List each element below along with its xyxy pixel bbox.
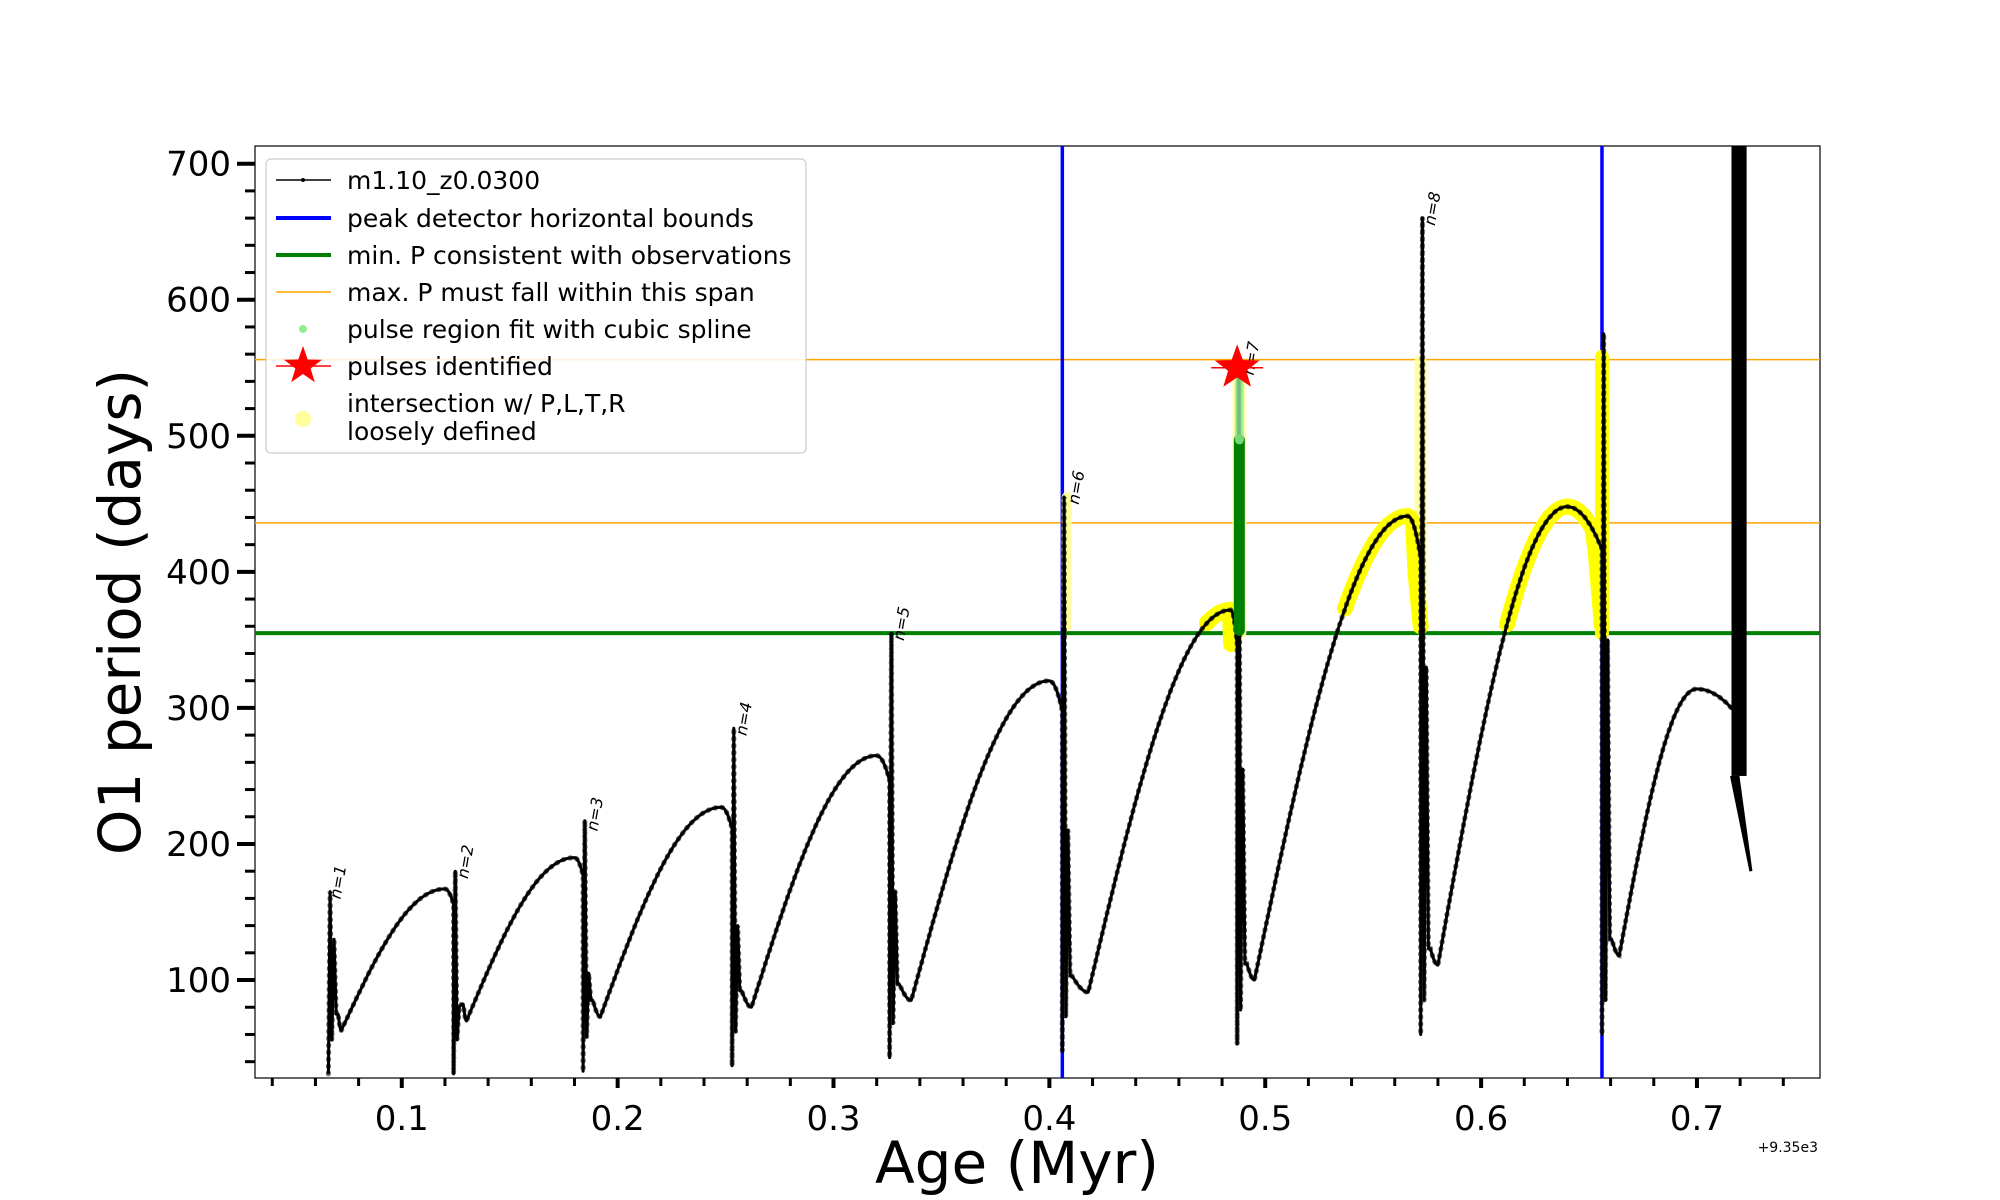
plot-area: n=1n=2n=3n=4n=5n=6n=7n=8 <box>254 145 1821 1079</box>
y-axis-ticks: 100 200 300 400 500 600 700 <box>166 145 255 1064</box>
legend-label: pulses identified <box>347 352 553 381</box>
y-tick-label: 500 <box>166 417 231 457</box>
x-offset-label: +9.35e3 <box>1758 1140 1818 1156</box>
series-final-drop <box>1730 775 1753 872</box>
pulse-label: n=6 <box>1064 469 1089 506</box>
pulse-label: n=1 <box>326 864 351 901</box>
identified-pulse-marker <box>1211 344 1264 387</box>
legend-label: peak detector horizontal bounds <box>347 204 754 233</box>
pulse-label: n=5 <box>889 605 914 642</box>
legend-label: min. P consistent with observations <box>347 241 792 270</box>
x-axis-ticks: 0.1 0.2 0.3 0.4 0.5 0.6 0.7 <box>270 1078 1785 1139</box>
legend-swatch-star <box>284 346 322 383</box>
pulse-label: n=3 <box>583 796 608 833</box>
pulse-label: n=4 <box>731 700 756 737</box>
legend-item: pulses identified <box>276 346 553 383</box>
legend-swatch-dot <box>299 325 307 333</box>
legend-item: max. P must fall within this span <box>276 278 755 307</box>
series-markers-m1-10 <box>325 218 1743 1077</box>
x-tick-label: 0.3 <box>806 1099 860 1139</box>
legend-item: pulse region fit with cubic spline <box>299 315 752 344</box>
pulse-labels: n=1n=2n=3n=4n=5n=6n=7n=8 <box>326 190 1445 900</box>
x-tick-label: 0.5 <box>1238 1099 1292 1139</box>
legend-item: min. P consistent with observations <box>276 241 792 270</box>
identified-pulse-star <box>1214 344 1260 387</box>
x-axis-title: Age (Myr) <box>875 1129 1159 1197</box>
y-tick-label: 600 <box>166 281 231 321</box>
pulse-label: n=2 <box>453 843 478 880</box>
x-tick-label: 0.6 <box>1454 1099 1508 1139</box>
legend-label: max. P must fall within this span <box>347 278 755 307</box>
x-tick-label: 0.2 <box>591 1099 645 1139</box>
intersection-regions <box>1061 349 1610 653</box>
pulse-label: n=8 <box>1420 190 1445 227</box>
series-final-band <box>1731 146 1747 776</box>
legend-swatch-dot <box>301 178 305 182</box>
legend-label: m1.10_z0.0300 <box>347 166 540 195</box>
y-tick-label: 700 <box>166 145 231 185</box>
y-tick-label: 100 <box>166 961 231 1001</box>
legend-swatch-circle <box>295 411 311 427</box>
x-tick-label: 0.7 <box>1670 1099 1724 1139</box>
legend-label: intersection w/ P,L,T,R <box>347 389 626 418</box>
legend-box <box>265 158 807 454</box>
y-tick-label: 200 <box>166 825 231 865</box>
legend-label: pulse region fit with cubic spline <box>347 315 752 344</box>
y-tick-label: 400 <box>166 553 231 593</box>
series-m1-10 <box>325 146 1753 1077</box>
x-tick-label: 0.4 <box>1022 1099 1076 1139</box>
x-tick-label: 0.1 <box>375 1099 429 1139</box>
axes: 0.1 0.2 0.3 0.4 0.5 0.6 0.7 100 200 300 400 500 600… <box>86 145 1818 1197</box>
legend-label-line2: loosely defined <box>347 417 537 446</box>
y-axis-title: O1 period (days) <box>86 369 154 855</box>
legend-item: m1.10_z0.0300 <box>276 166 540 195</box>
plot-frame <box>254 145 1821 1079</box>
legend-item: peak detector horizontal bounds <box>276 204 754 233</box>
y-tick-label: 300 <box>166 689 231 729</box>
